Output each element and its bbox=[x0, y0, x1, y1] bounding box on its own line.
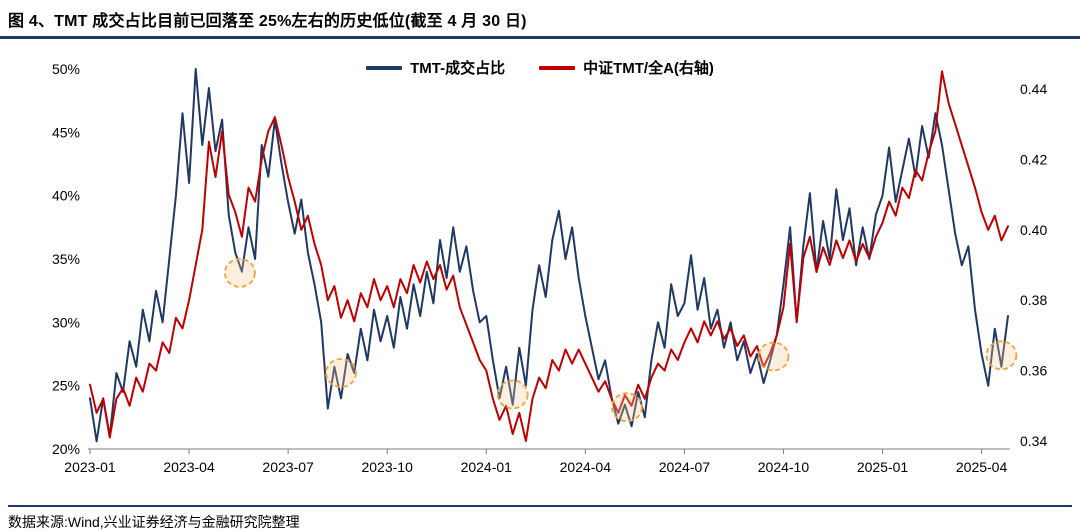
chart-canvas: 2023-01 2023-04 2023-07 2023-10 2024-01 2024-… bbox=[52, 61, 1047, 475]
figure-title: 图 4、TMT 成交占比目前已回落至 25%左右的历史低位(截至 4 月 30 … bbox=[8, 13, 527, 30]
figure-title-bar: 图 4、TMT 成交占比目前已回落至 25%左右的历史低位(截至 4 月 30 … bbox=[0, 0, 1080, 39]
left-axis-tick-label: 35% bbox=[52, 251, 80, 267]
x-tick-label: 2023-01 bbox=[64, 459, 116, 475]
x-tick-label: 2024-10 bbox=[758, 459, 810, 475]
legend-item-tmt: TMT-成交占比 bbox=[366, 57, 505, 78]
right-axis-tick-label: 0.40 bbox=[1020, 222, 1047, 238]
legend-item-csi: 中证TMT/全A(右轴) bbox=[539, 57, 714, 78]
tmt-line-swatch bbox=[366, 65, 403, 70]
csi-tmt-ratio-series-line bbox=[89, 70, 1009, 442]
highlight-circle bbox=[757, 341, 790, 372]
source-text: 数据来源:Wind,兴业证券经济与金融研究院整理 bbox=[8, 514, 300, 530]
highlight-circle bbox=[611, 392, 643, 423]
highlight-circle bbox=[223, 257, 256, 288]
right-axis-tick-label: 0.34 bbox=[1020, 433, 1047, 449]
x-tick-label: 2024-07 bbox=[659, 459, 711, 475]
right-axis-tick-label: 0.36 bbox=[1020, 363, 1047, 379]
csi-line-swatch bbox=[539, 65, 576, 70]
left-axis-tick-label: 20% bbox=[52, 441, 80, 457]
legend-label-csi: 中证TMT/全A(右轴) bbox=[583, 60, 714, 77]
x-tick-label: 2023-07 bbox=[262, 459, 314, 475]
x-tick-label: 2023-10 bbox=[361, 459, 413, 475]
highlight-circle bbox=[985, 340, 1018, 371]
highlight-circle bbox=[496, 379, 529, 410]
chart-legend: TMT-成交占比 中证TMT/全A(右轴) bbox=[0, 57, 1080, 78]
x-tick-label: 2023-04 bbox=[163, 459, 215, 475]
x-tick-label: 2024-01 bbox=[461, 459, 513, 475]
left-axis-tick-label: 30% bbox=[52, 314, 80, 330]
x-tick-label: 2025-01 bbox=[857, 459, 909, 475]
source-footer: 数据来源:Wind,兴业证券经济与金融研究院整理 bbox=[8, 505, 1072, 532]
left-axis-tick-label: 45% bbox=[52, 124, 80, 140]
right-axis-tick-label: 0.44 bbox=[1020, 81, 1047, 97]
left-axis-tick-label: 40% bbox=[52, 188, 80, 204]
right-axis-tick-label: 0.42 bbox=[1020, 151, 1047, 167]
left-axis-tick-label: 25% bbox=[52, 378, 80, 394]
x-tick-label: 2024-04 bbox=[560, 459, 612, 475]
highlight-circle bbox=[325, 358, 357, 388]
chart-area: TMT-成交占比 中证TMT/全A(右轴) 2023-01 2023-04 2023… bbox=[0, 39, 1080, 491]
x-tick-label: 2025-04 bbox=[956, 459, 1008, 475]
left-axis-tick-label: 50% bbox=[52, 61, 80, 77]
legend-label-tmt: TMT-成交占比 bbox=[410, 60, 506, 77]
right-axis-tick-label: 0.38 bbox=[1020, 292, 1047, 308]
